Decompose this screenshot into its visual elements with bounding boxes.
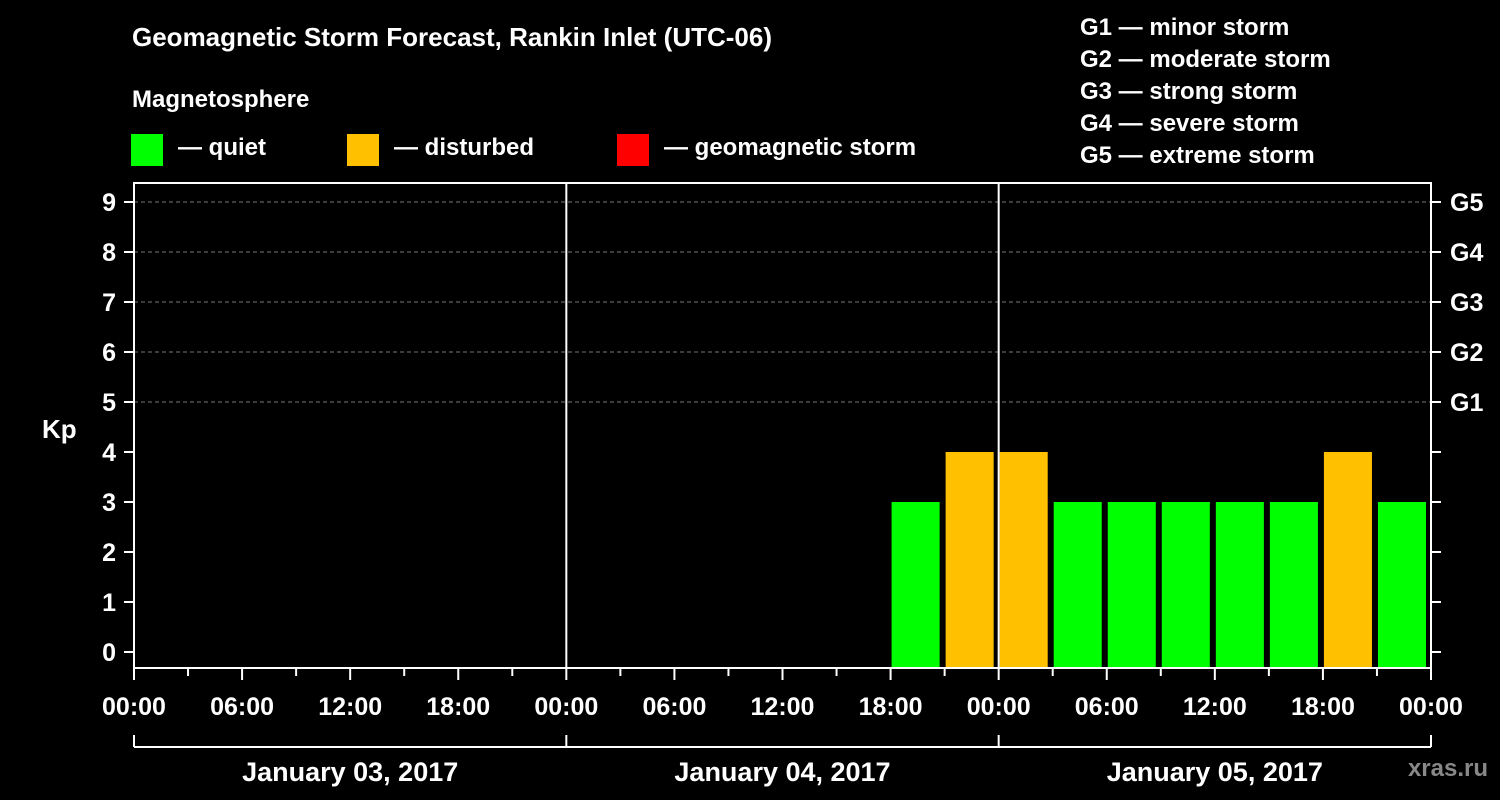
g-scale-label: G3 (1450, 289, 1483, 317)
x-tick-label: 18:00 (426, 693, 490, 721)
y-tick-label: 9 (102, 189, 116, 217)
y-tick-label: 3 (102, 489, 116, 517)
x-tick-label: 06:00 (642, 693, 706, 721)
kp-bar (999, 452, 1048, 667)
g-legend-g2: G2 — moderate storm (1080, 46, 1331, 73)
kp-bar (1377, 502, 1426, 667)
kp-bar (1161, 502, 1210, 667)
x-tick-label: 00:00 (1399, 693, 1463, 721)
x-tick-label: 18:00 (859, 693, 923, 721)
kp-bar (1215, 502, 1264, 667)
x-tick-label: 12:00 (1183, 693, 1247, 721)
legend-label-quiet: — quiet (178, 134, 266, 161)
legend-swatch-quiet (131, 134, 163, 166)
g-scale-label: G5 (1450, 189, 1483, 217)
y-axis-label: Kp (42, 414, 77, 444)
chart-title: Geomagnetic Storm Forecast, Rankin Inlet… (132, 22, 773, 52)
g-legend-g3: G3 — strong storm (1080, 78, 1298, 105)
x-tick-label: 00:00 (967, 693, 1031, 721)
x-tick-label: 00:00 (534, 693, 598, 721)
legend-label-disturbed: — disturbed (394, 134, 535, 161)
g-scale-label: G1 (1450, 389, 1483, 417)
x-tick-label: 00:00 (102, 693, 166, 721)
watermark: xras.ru (1407, 755, 1488, 782)
legend-swatch-disturbed (347, 134, 379, 166)
kp-bar (1053, 502, 1102, 667)
x-tick-label: 06:00 (210, 693, 274, 721)
kp-bar (1269, 502, 1318, 667)
y-tick-label: 1 (102, 589, 116, 617)
day-label: January 05, 2017 (1107, 757, 1323, 787)
y-tick-label: 4 (102, 439, 116, 467)
g-legend-g4: G4 — severe storm (1080, 110, 1299, 137)
y-tick-label: 6 (102, 339, 116, 367)
g-scale-label: G2 (1450, 339, 1483, 367)
x-tick-label: 18:00 (1291, 693, 1355, 721)
day-label: January 03, 2017 (242, 757, 458, 787)
g-legend-g5: G5 — extreme storm (1080, 142, 1315, 169)
x-tick-label: 12:00 (318, 693, 382, 721)
y-tick-label: 8 (102, 239, 116, 267)
kp-bar (1323, 452, 1372, 667)
y-tick-label: 0 (102, 639, 116, 667)
day-label: January 04, 2017 (674, 757, 890, 787)
y-tick-label: 2 (102, 539, 116, 567)
y-tick-label: 7 (102, 289, 116, 317)
x-tick-label: 06:00 (1075, 693, 1139, 721)
legend-label-storm: — geomagnetic storm (664, 134, 917, 161)
kp-bar (891, 502, 940, 667)
legend-title: Magnetosphere (132, 86, 310, 113)
x-tick-label: 12:00 (751, 693, 815, 721)
g-scale-label: G4 (1450, 239, 1483, 267)
g-legend-g1: G1 — minor storm (1080, 14, 1290, 41)
y-tick-label: 5 (102, 389, 116, 417)
kp-bar (1107, 502, 1156, 667)
legend-swatch-storm (617, 134, 649, 166)
kp-bar (945, 452, 994, 667)
